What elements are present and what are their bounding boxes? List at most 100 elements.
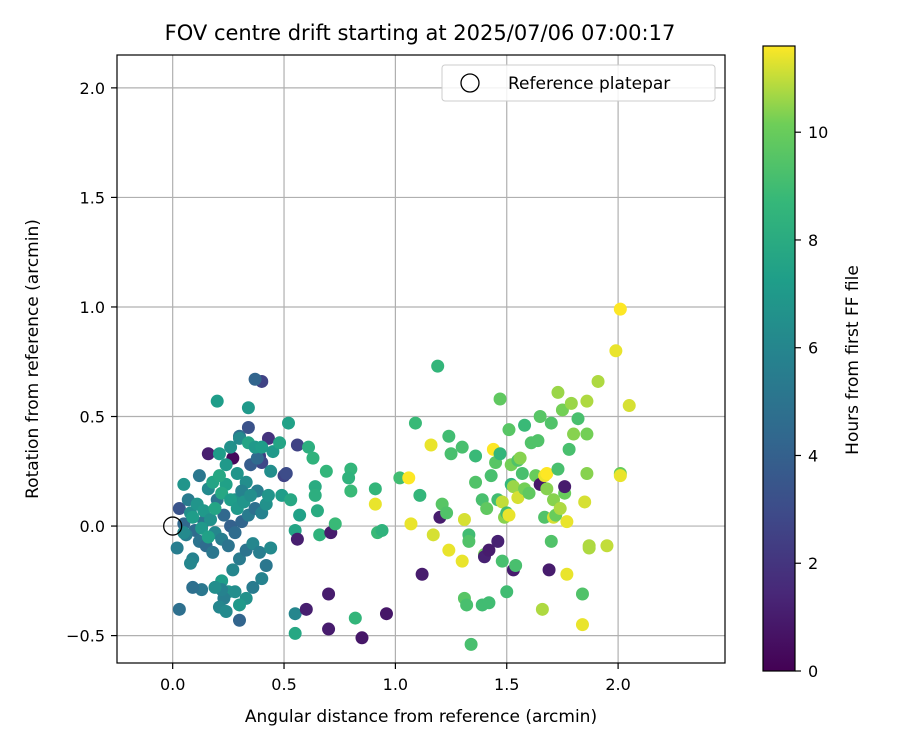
scatter-point xyxy=(580,394,594,408)
scatter-point xyxy=(264,541,278,555)
scatter-point xyxy=(495,554,509,568)
scatter-points xyxy=(170,302,636,651)
scatter-point xyxy=(613,469,627,483)
scatter-point xyxy=(460,598,474,612)
chart-title: FOV centre drift starting at 2025/07/06 … xyxy=(165,21,676,45)
scatter-point xyxy=(253,545,267,559)
scatter-point xyxy=(177,477,191,491)
scatter-point xyxy=(322,587,336,601)
scatter-point xyxy=(219,605,233,619)
scatter-point xyxy=(404,517,418,531)
scatter-point xyxy=(230,466,244,480)
scatter-point xyxy=(551,462,565,476)
scatter-point xyxy=(246,580,260,594)
legend-label: Reference platepar xyxy=(508,74,670,94)
scatter-point xyxy=(444,447,458,461)
scatter-point xyxy=(567,427,581,441)
scatter-point xyxy=(217,508,231,522)
scatter-point xyxy=(513,451,527,465)
scatter-point xyxy=(591,374,605,388)
scatter-point xyxy=(248,372,262,386)
scatter-point xyxy=(582,541,596,555)
scatter-point xyxy=(172,502,186,516)
scatter-point xyxy=(455,554,469,568)
scatter-point xyxy=(500,585,514,599)
scatter-point xyxy=(288,607,302,621)
scatter-point xyxy=(284,493,298,507)
scatter-point xyxy=(224,440,238,454)
scatter-point xyxy=(281,416,295,430)
colorbar-tick-label: 0 xyxy=(808,662,818,681)
scatter-point xyxy=(204,512,218,526)
scatter-point xyxy=(232,598,246,612)
y-tick-label: 1.0 xyxy=(80,298,105,317)
scatter-point xyxy=(575,618,589,632)
scatter-point xyxy=(255,440,269,454)
scatter-point xyxy=(564,396,578,410)
scatter-point xyxy=(502,508,516,522)
scatter-point xyxy=(442,543,456,557)
scatter-point xyxy=(290,532,304,546)
scatter-point xyxy=(379,607,393,621)
colorbar-tick-label: 6 xyxy=(808,339,818,358)
x-tick-label: 1.0 xyxy=(383,675,408,694)
scatter-point xyxy=(255,572,269,586)
scatter-point xyxy=(558,480,572,494)
scatter-point xyxy=(293,508,307,522)
scatter-point xyxy=(542,563,556,577)
scatter-point xyxy=(578,495,592,509)
colorbar-tick-label: 4 xyxy=(808,446,818,465)
scatter-point xyxy=(355,631,369,645)
colorbar-ticks: 0 2 4 6 8 10 xyxy=(795,123,828,681)
scatter-point xyxy=(279,466,293,480)
legend-box xyxy=(441,64,716,102)
y-tick-label: −0.5 xyxy=(66,627,105,646)
scatter-point xyxy=(170,541,184,555)
scatter-point xyxy=(544,534,558,548)
scatter-point xyxy=(493,447,507,461)
scatter-point xyxy=(509,559,523,573)
scatter-point xyxy=(560,567,574,581)
scatter-point xyxy=(201,530,215,544)
scatter-point xyxy=(313,528,327,542)
scatter-point xyxy=(531,434,545,448)
scatter-point xyxy=(482,596,496,610)
scatter-point xyxy=(208,580,222,594)
scatter-point xyxy=(306,451,320,465)
colorbar-label: Hours from first FF file xyxy=(843,265,863,455)
scatter-point xyxy=(424,438,438,452)
scatter-point xyxy=(212,469,226,483)
scatter-point xyxy=(575,587,589,601)
scatter-point xyxy=(250,451,264,465)
reference-point-marker xyxy=(163,516,183,536)
scatter-point xyxy=(600,539,614,553)
scatter-point xyxy=(212,447,226,461)
scatter-point xyxy=(562,442,576,456)
scatter-point xyxy=(515,466,529,480)
scatter-point xyxy=(580,427,594,441)
scatter-point xyxy=(426,528,440,542)
scatter-point xyxy=(172,602,186,616)
scatter-point xyxy=(186,510,200,524)
scatter-point xyxy=(442,429,456,443)
y-axis-ticks: −0.5 0.0 0.5 1.0 1.5 2.0 xyxy=(66,79,117,646)
scatter-point xyxy=(540,466,554,480)
scatter-point xyxy=(613,302,627,316)
scatter-point xyxy=(288,626,302,640)
scatter-point xyxy=(553,502,567,516)
scatter-point xyxy=(299,602,313,616)
x-axis-ticks: 0.0 0.5 1.0 1.5 2.0 xyxy=(160,663,631,694)
y-tick-label: 0.5 xyxy=(80,408,105,427)
scatter-point xyxy=(273,436,287,450)
scatter-point xyxy=(440,506,454,520)
scatter-point xyxy=(431,359,445,373)
scatter-point xyxy=(455,440,469,454)
colorbar-gradient xyxy=(762,45,796,672)
scatter-point xyxy=(484,469,498,483)
scatter-point xyxy=(533,410,547,424)
scatter-point xyxy=(368,482,382,496)
scatter-point xyxy=(571,412,585,426)
scatter-point xyxy=(232,613,246,627)
colorbar-tick-label: 2 xyxy=(808,554,818,573)
